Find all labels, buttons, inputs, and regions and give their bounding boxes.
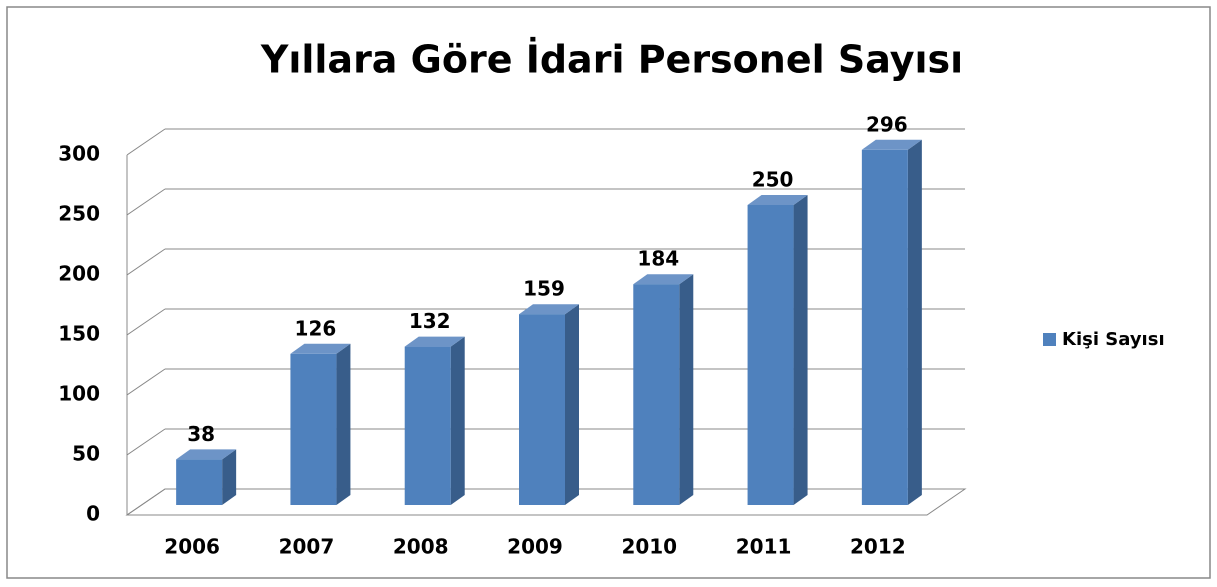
x-tick-label: 2008 <box>393 535 449 559</box>
x-tick-label: 2011 <box>736 535 792 559</box>
data-label: 184 <box>637 247 679 271</box>
bar <box>747 205 794 505</box>
chart-title: Yıllara Göre İdari Personel Sayısı <box>260 38 963 82</box>
grid-line <box>126 188 166 216</box>
data-label: 250 <box>752 168 794 192</box>
y-tick-label: 250 <box>58 202 100 226</box>
bar-top <box>519 304 579 315</box>
bar-side <box>565 304 579 505</box>
bar <box>861 149 908 506</box>
bar-side <box>336 343 351 505</box>
bar-top <box>747 195 808 205</box>
grid-line <box>126 368 166 396</box>
data-label: 159 <box>523 277 565 301</box>
grid-line <box>126 248 166 276</box>
y-tick-label: 200 <box>58 262 100 286</box>
bar <box>519 314 565 505</box>
x-tick-label: 2010 <box>621 535 677 559</box>
bar-top <box>404 336 465 347</box>
bar-side <box>907 139 922 506</box>
x-tick-label: 2006 <box>164 535 220 559</box>
grid-line <box>126 428 166 456</box>
bar <box>404 346 451 505</box>
bar <box>290 353 337 505</box>
grid-line <box>126 128 166 156</box>
y-tick-label: 100 <box>58 382 100 406</box>
y-tick-label: 50 <box>72 442 100 466</box>
legend-label: Kişi Sayısı <box>1062 329 1165 350</box>
data-label: 38 <box>187 422 215 446</box>
grid-line <box>126 488 166 516</box>
y-tick-label: 150 <box>58 322 100 346</box>
grid-line <box>126 308 166 336</box>
legend-swatch <box>1043 333 1056 346</box>
bar <box>176 459 223 505</box>
bar-side <box>222 449 237 505</box>
bar-side <box>679 274 694 505</box>
bar-top <box>861 139 922 150</box>
bar <box>633 284 680 505</box>
data-label: 126 <box>295 316 337 340</box>
bar-side <box>793 195 808 505</box>
data-label: 296 <box>866 112 908 136</box>
x-tick-label: 2007 <box>279 535 335 559</box>
bar-top <box>176 449 237 460</box>
x-tick-label: 2009 <box>507 535 563 559</box>
bar-top <box>633 274 694 285</box>
y-tick-label: 0 <box>86 502 100 526</box>
x-tick-label: 2012 <box>850 535 906 559</box>
data-label: 132 <box>409 309 451 333</box>
bar-side <box>450 336 465 505</box>
y-tick-label: 300 <box>58 142 100 166</box>
bar-top <box>290 343 351 354</box>
